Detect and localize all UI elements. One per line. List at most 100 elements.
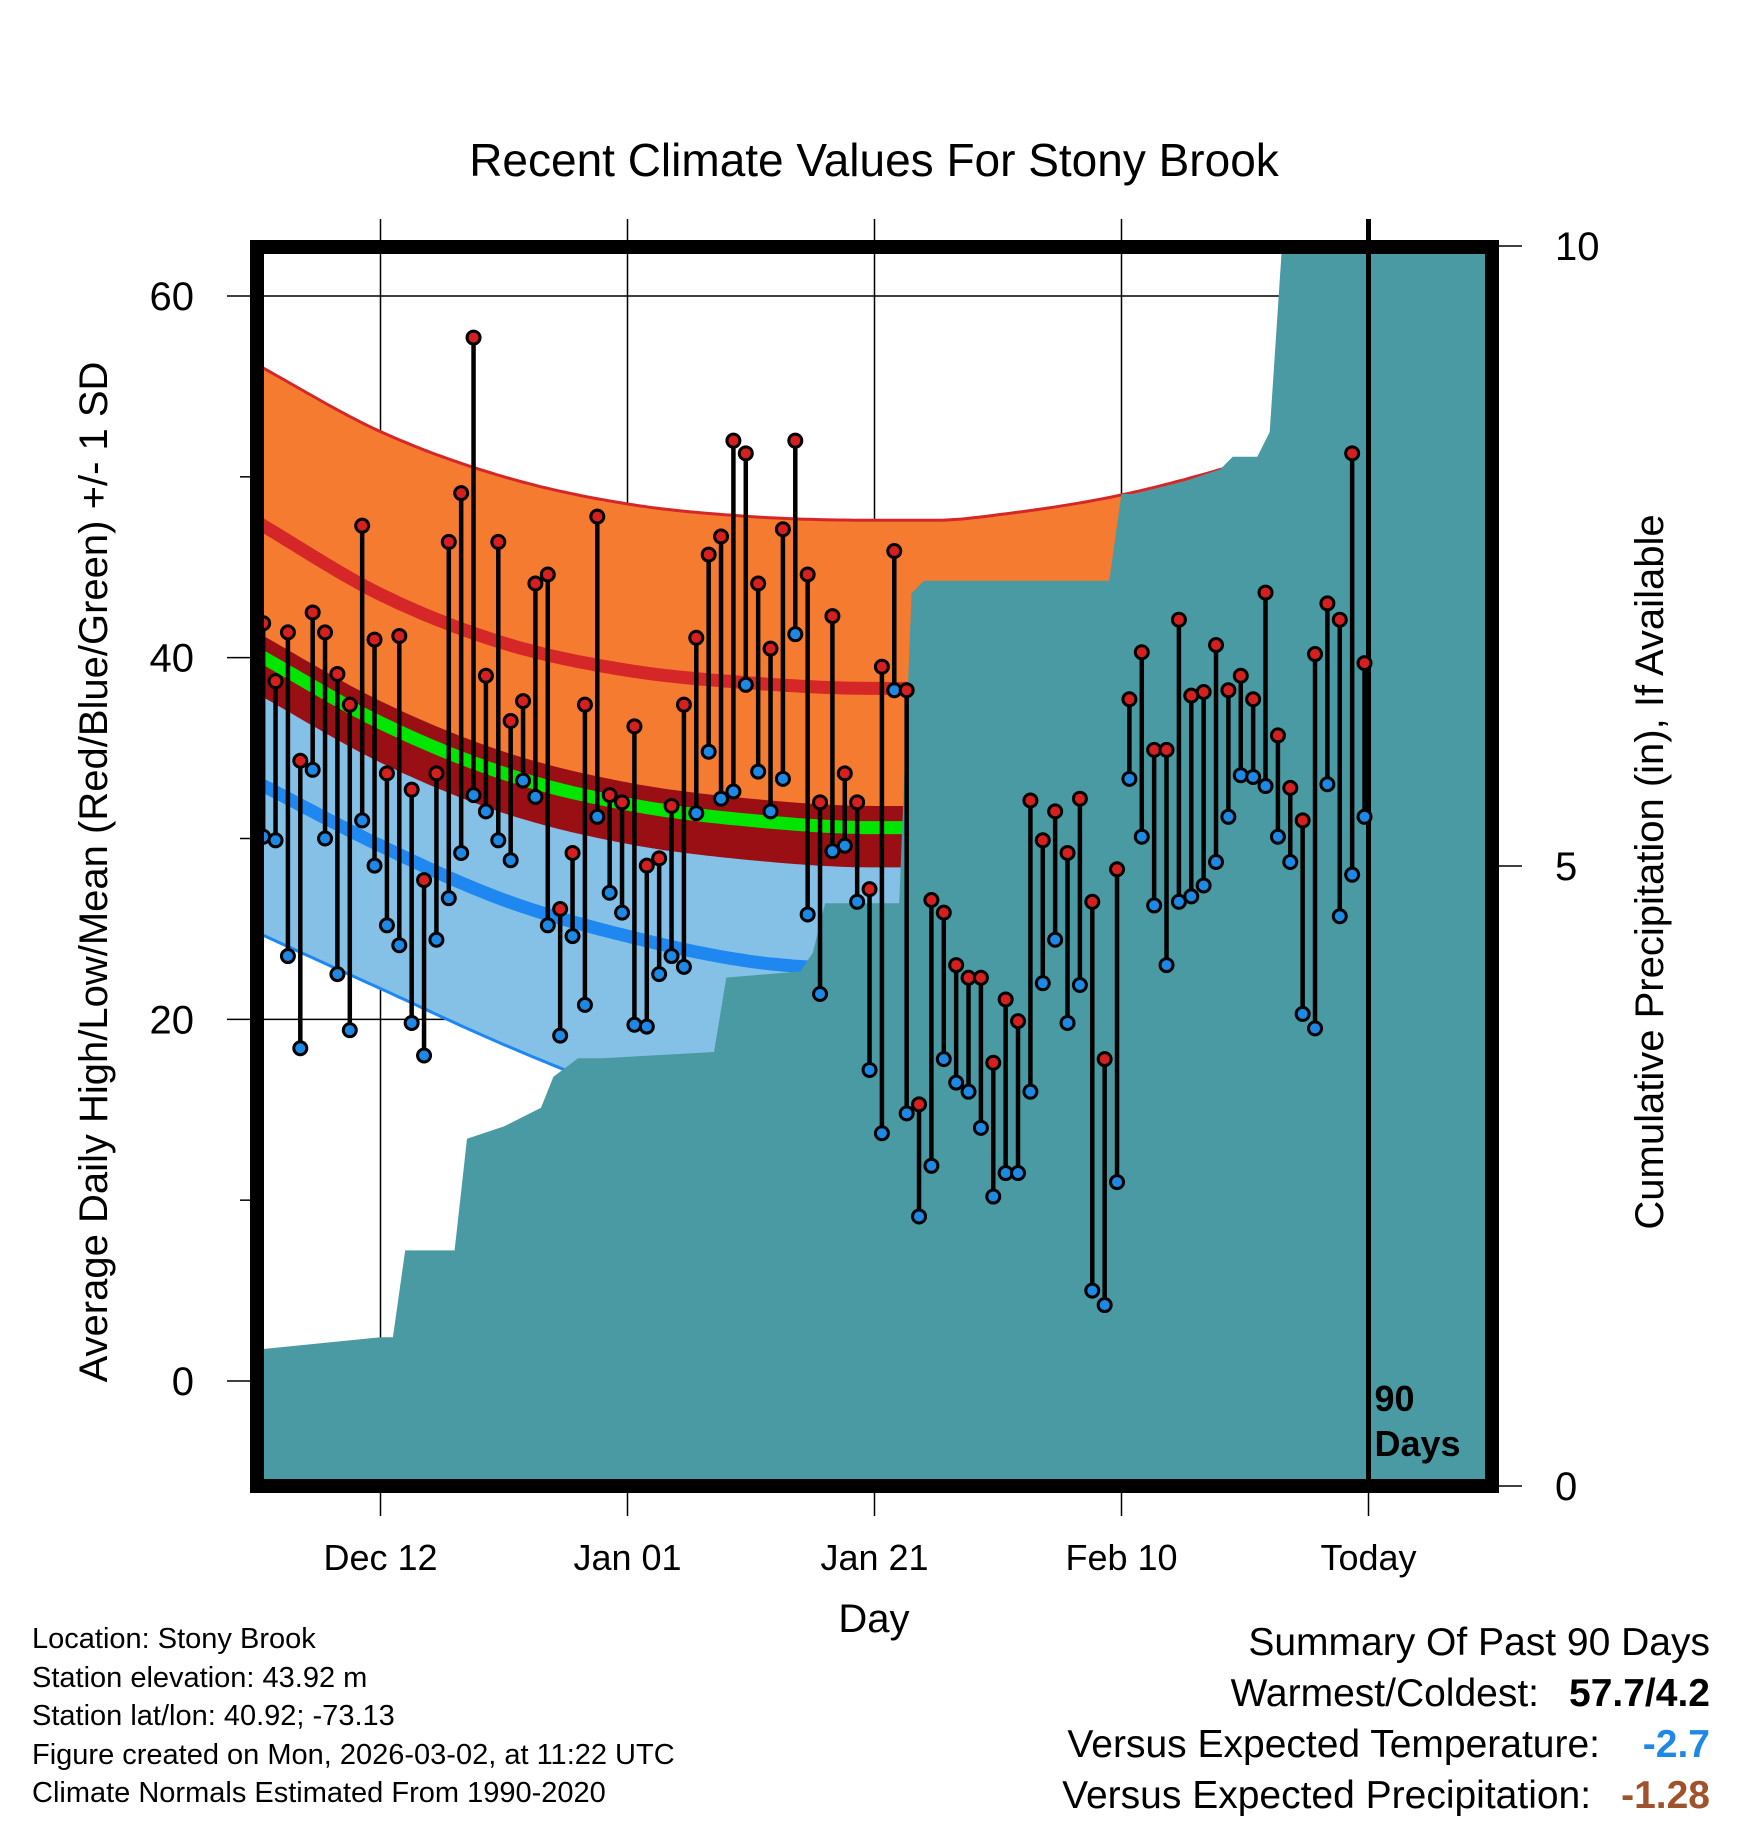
x-tick-label: Jan 21: [820, 1537, 928, 1578]
daily-high-point: [886, 542, 903, 559]
daily-low-point: [663, 948, 680, 965]
daily-low-point: [279, 948, 296, 965]
daily-high-point: [403, 781, 420, 798]
daily-high-point: [1356, 655, 1373, 672]
daily-low-point: [477, 803, 494, 820]
temp-row: Versus Expected Temperature: -2.7: [1062, 1719, 1710, 1770]
daily-high-point: [341, 696, 358, 713]
daily-low-point: [935, 1051, 952, 1068]
precip-value: -1.28: [1621, 1774, 1710, 1817]
daily-high-point: [329, 665, 346, 682]
daily-low-point: [812, 986, 829, 1003]
daily-low-point: [675, 958, 692, 975]
warmest-label: Warmest/Coldest:: [1230, 1672, 1540, 1715]
daily-low-point: [1344, 866, 1361, 883]
daily-low-point: [515, 772, 532, 789]
daily-high-point: [1010, 1013, 1027, 1030]
daily-high-point: [1071, 790, 1088, 807]
daily-low-point: [391, 937, 408, 954]
daily-low-point: [304, 761, 321, 778]
daily-low-point: [1257, 778, 1274, 795]
plot-frame: [250, 240, 1499, 1493]
created-text: Figure created on Mon, 2026-03-02, at 11…: [32, 1738, 675, 1771]
daily-low-point: [1356, 808, 1373, 825]
daily-high-point: [836, 765, 853, 782]
location-text: Location: Stony Brook: [32, 1623, 316, 1655]
daily-high-point: [279, 624, 296, 641]
daily-high-point: [1121, 691, 1138, 708]
daily-low-point: [465, 787, 482, 804]
daily-observations: [255, 329, 1373, 1314]
daily-low-point: [1331, 908, 1348, 925]
precip-label: Versus Expected Precipitation:: [1062, 1774, 1592, 1817]
daily-high-point: [1319, 595, 1336, 612]
daily-low-point: [750, 763, 767, 780]
temp-value: -2.7: [1642, 1723, 1710, 1766]
daily-high-point: [663, 797, 680, 814]
daily-low-point: [416, 1047, 433, 1064]
daily-high-point: [1245, 691, 1262, 708]
daily-high-point: [1059, 844, 1076, 861]
daily-high-point: [614, 794, 631, 811]
daily-high-point: [354, 517, 371, 534]
daily-high-point: [651, 850, 668, 867]
daily-high-point: [1269, 727, 1286, 744]
daily-low-point: [589, 808, 606, 825]
daily-low-point: [341, 1022, 358, 1039]
daily-high-point: [539, 566, 556, 583]
daily-high-point: [1133, 644, 1150, 661]
x-axis-label: Day: [838, 1597, 909, 1641]
daily-high-point: [737, 445, 754, 462]
daily-high-point: [626, 718, 643, 735]
daily-low-point: [440, 890, 457, 907]
daily-high-point: [700, 546, 717, 563]
warmest-row: Warmest/Coldest: 57.7/4.2: [1062, 1668, 1710, 1719]
daily-high-point: [564, 844, 581, 861]
daily-high-point: [1294, 812, 1311, 829]
daily-high-point: [861, 881, 878, 898]
daily-high-point: [366, 631, 383, 648]
daily-high-point: [1344, 445, 1361, 462]
precip-tick-label: 5: [1555, 845, 1577, 889]
station-info: Location: Stony Brook Station elevation:…: [32, 1620, 675, 1813]
daily-low-point: [799, 906, 816, 923]
daily-low-point: [490, 832, 507, 849]
daily-high-point: [898, 682, 915, 699]
daily-high-point: [453, 485, 470, 502]
daily-high-point: [1047, 803, 1064, 820]
summary-heading: Summary Of Past 90 Days: [1248, 1621, 1710, 1664]
daily-low-point: [428, 931, 445, 948]
daily-low-point: [960, 1083, 977, 1100]
precip-tick-label: 0: [1555, 1465, 1577, 1509]
daily-low-point: [737, 676, 754, 693]
daily-low-point: [354, 812, 371, 829]
daily-high-point: [1208, 637, 1225, 654]
daily-high-point: [1195, 684, 1212, 701]
daily-low-point: [1220, 808, 1237, 825]
chart-title: Recent Climate Values For Stony Brook: [469, 134, 1280, 186]
daily-high-point: [490, 533, 507, 550]
daily-high-point: [849, 794, 866, 811]
precip-tick-label: 10: [1555, 225, 1600, 269]
daily-high-point: [935, 904, 952, 921]
daily-high-point: [688, 629, 705, 646]
y-tick-label: 20: [150, 998, 195, 1042]
daily-low-point: [1232, 767, 1249, 784]
daily-low-point: [626, 1016, 643, 1033]
daily-low-point: [972, 1119, 989, 1136]
cumulative-precip-area: [257, 247, 1492, 1486]
x-tick-label: Jan 01: [573, 1537, 681, 1578]
daily-low-point: [1071, 976, 1088, 993]
daily-high-point: [477, 667, 494, 684]
daily-high-point: [304, 604, 321, 621]
daily-high-point: [416, 872, 433, 889]
daily-low-point: [1269, 828, 1286, 845]
daily-low-point: [774, 770, 791, 787]
daily-high-point: [1307, 646, 1324, 663]
daily-low-point: [651, 966, 668, 983]
daily-high-point: [1034, 832, 1051, 849]
daily-high-point: [873, 658, 890, 675]
normals-text: Climate Normals Estimated From 1990-2020: [32, 1777, 606, 1809]
